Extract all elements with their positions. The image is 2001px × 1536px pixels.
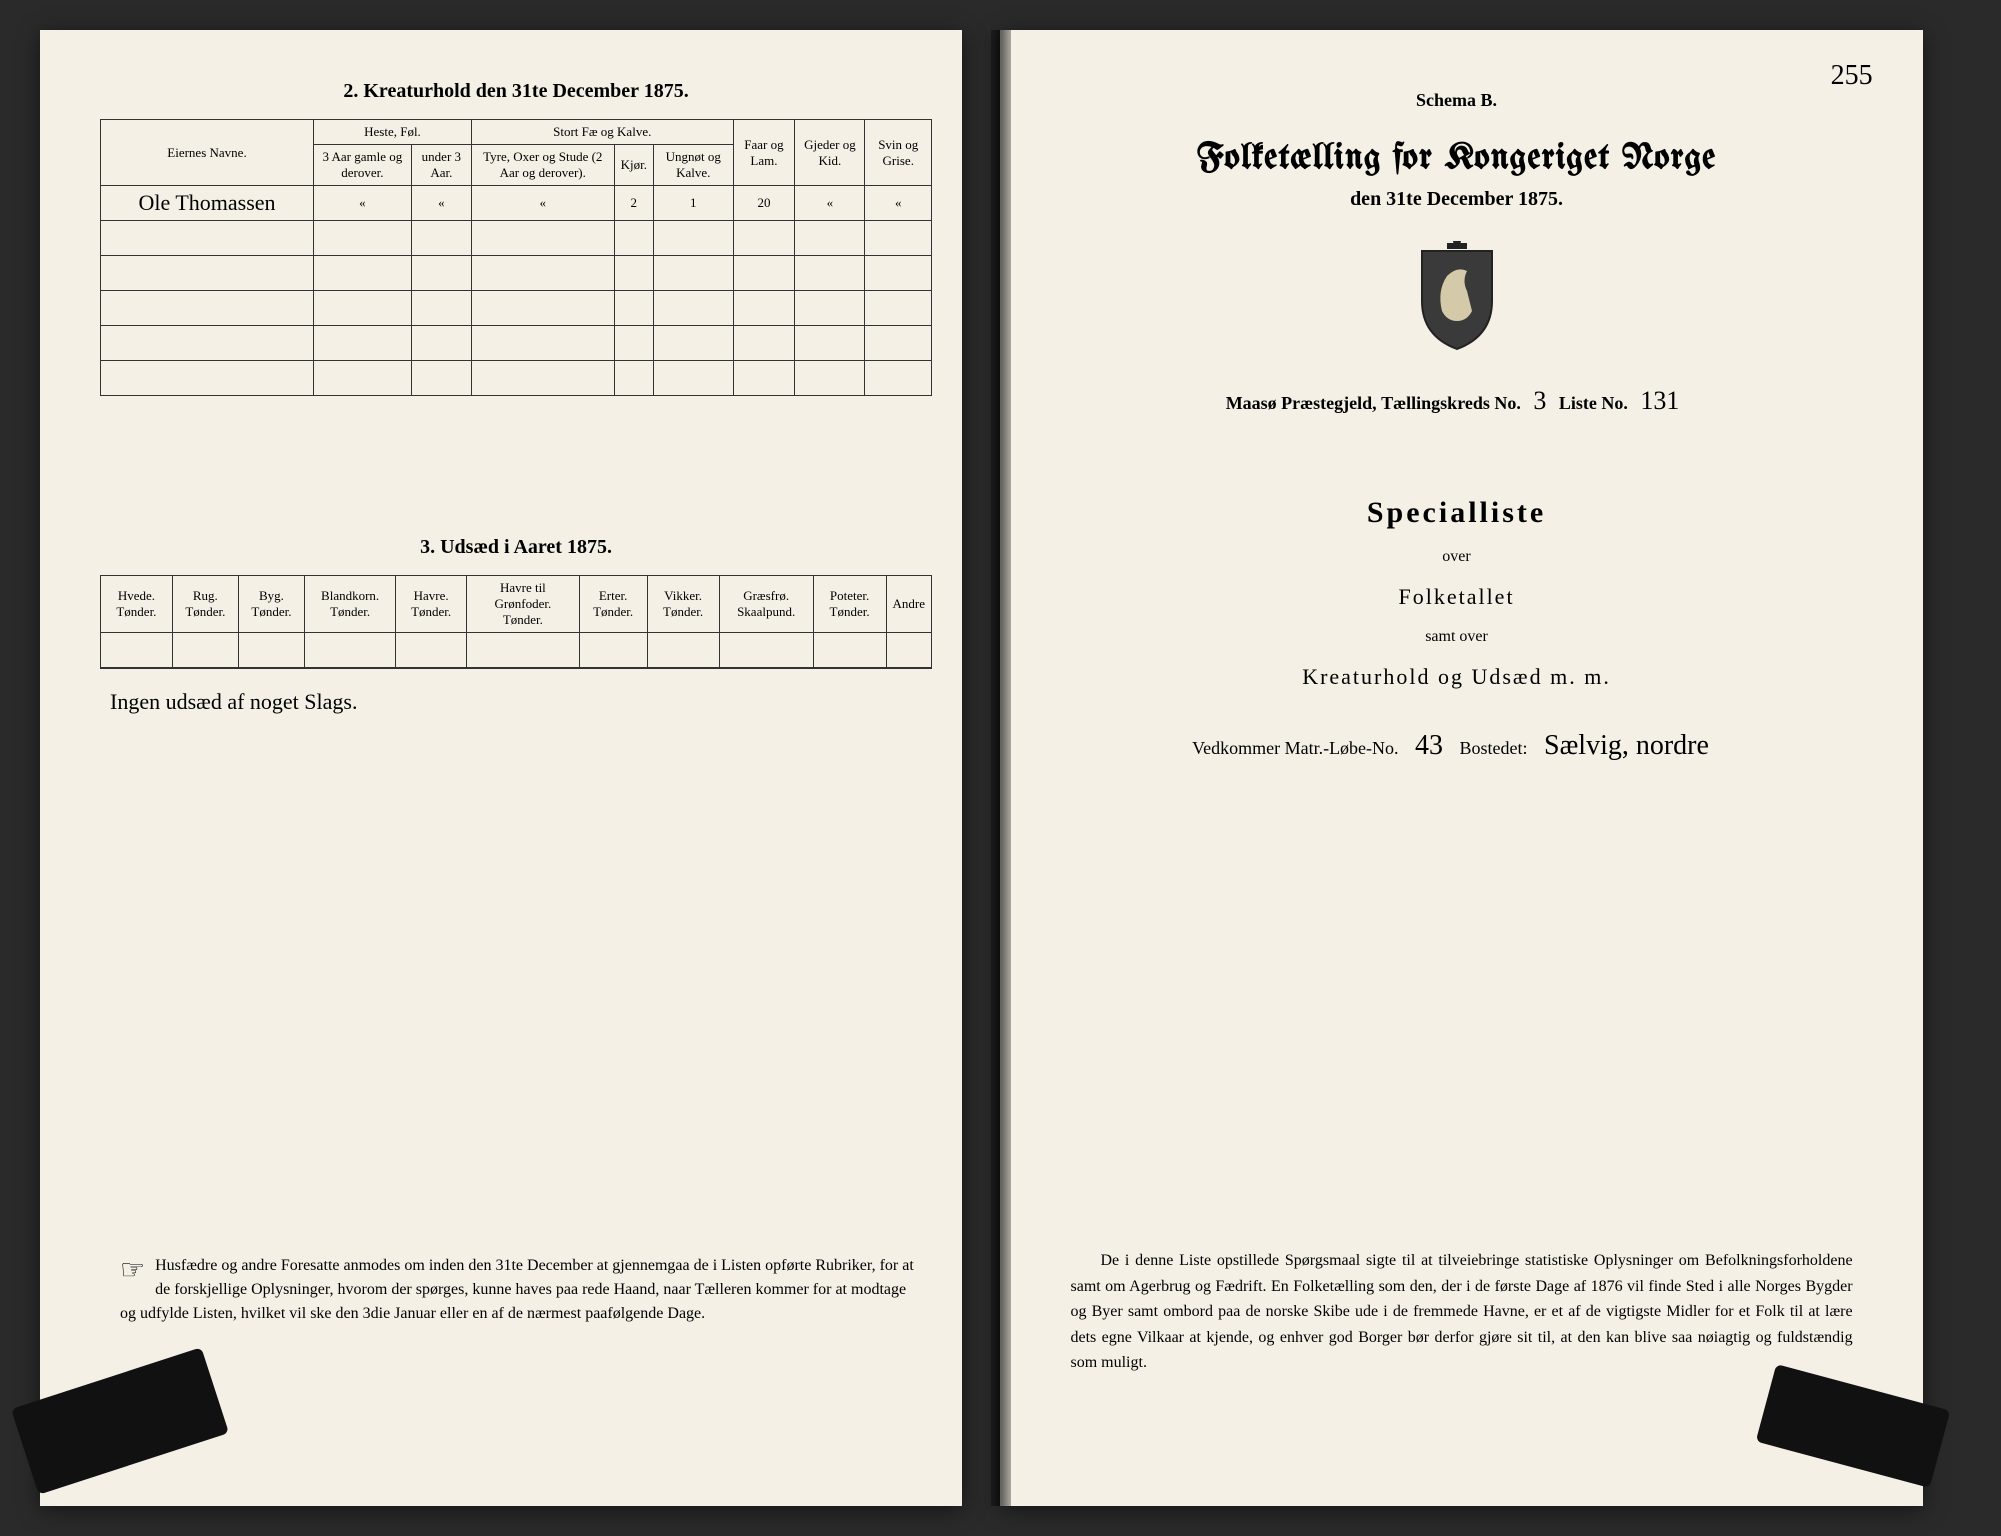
seed-table: Hvede. Tønder. Rug. Tønder. Byg. Tønder.… bbox=[100, 575, 932, 668]
right-footer-text: De i denne Liste opstillede Spørgsmaal s… bbox=[1070, 1248, 1852, 1376]
seed-col: Vikker. Tønder. bbox=[647, 576, 719, 633]
col-pigs: Svin og Grise. bbox=[865, 120, 932, 186]
col-owner: Eiernes Navne. bbox=[101, 120, 314, 186]
left-page: 2. Kreaturhold den 31te December 1875. E… bbox=[40, 30, 962, 1506]
page-clip-left bbox=[11, 1347, 229, 1494]
coat-of-arms-icon bbox=[1040, 241, 1872, 356]
pointing-hand-icon: ☞ bbox=[120, 1250, 145, 1292]
district-no: 3 bbox=[1525, 386, 1554, 415]
cell: « bbox=[865, 186, 932, 221]
subtitle-date: den 31te December 1875. bbox=[1040, 188, 1872, 211]
district-label: Tællingskreds No. bbox=[1381, 393, 1521, 413]
seed-col: Rug. Tønder. bbox=[172, 576, 238, 633]
matr-no: 43 bbox=[1403, 730, 1455, 761]
cell: 2 bbox=[614, 186, 653, 221]
samtover-label: samt over bbox=[1040, 628, 1872, 646]
seed-col: Erter. Tønder. bbox=[579, 576, 647, 633]
col-horses-over3: 3 Aar gamle og derover. bbox=[314, 145, 412, 186]
cell: « bbox=[314, 186, 412, 221]
col-horses-under3: under 3 Aar. bbox=[411, 145, 471, 186]
table-row-empty bbox=[101, 361, 932, 396]
cell: 1 bbox=[653, 186, 733, 221]
page-number: 255 bbox=[1831, 60, 1873, 92]
list-no: 131 bbox=[1632, 386, 1687, 415]
list-label: Liste No. bbox=[1559, 393, 1628, 413]
table-row: Ole Thomassen « « « 2 1 20 « « bbox=[101, 186, 932, 221]
cell: « bbox=[471, 186, 614, 221]
seed-col: Hvede. Tønder. bbox=[101, 576, 173, 633]
vedkommer-line: Vedkommer Matr.-Løbe-No. 43 Bostedet: Sæ… bbox=[1040, 730, 1872, 762]
schema-label: Schema B. bbox=[1040, 90, 1872, 111]
main-title: Folketælling for Kongeriget Norge bbox=[1040, 141, 1872, 178]
section3-title: 3. Udsæd i Aaret 1875. bbox=[100, 536, 932, 559]
seed-col: Byg. Tønder. bbox=[238, 576, 304, 633]
folketallet-label: Folketallet bbox=[1040, 584, 1872, 610]
seed-col: Poteter. Tønder. bbox=[813, 576, 886, 633]
parish-label: Maasø Præstegjeld, bbox=[1226, 393, 1377, 413]
page-clip-right bbox=[1755, 1364, 1950, 1488]
col-goats: Gjeder og Kid. bbox=[795, 120, 865, 186]
col-group-horses: Heste, Føl. bbox=[314, 120, 472, 145]
table-row-empty bbox=[101, 633, 932, 668]
bostedet-label: Bostedet: bbox=[1460, 738, 1528, 758]
over-label: over bbox=[1040, 548, 1872, 566]
table-row-empty bbox=[101, 291, 932, 326]
section2-title: 2. Kreaturhold den 31te December 1875. bbox=[100, 80, 932, 103]
seed-col: Andre bbox=[886, 576, 932, 633]
vedkommer-label: Vedkommer Matr.-Løbe-No. bbox=[1192, 738, 1398, 758]
seed-col: Blandkorn. Tønder. bbox=[305, 576, 396, 633]
seed-col: Havre til Grønfoder. Tønder. bbox=[467, 576, 580, 633]
cell: « bbox=[411, 186, 471, 221]
cell-owner: Ole Thomassen bbox=[101, 186, 314, 221]
cell: « bbox=[795, 186, 865, 221]
col-cows: Kjør. bbox=[614, 145, 653, 186]
col-bulls: Tyre, Oxer og Stude (2 Aar og derover). bbox=[471, 145, 614, 186]
seed-col: Græsfrø. Skaalpund. bbox=[719, 576, 813, 633]
bostedet-value: Sælvig, nordre bbox=[1532, 730, 1721, 761]
seed-col: Havre. Tønder. bbox=[396, 576, 467, 633]
specialliste-heading: Specialliste bbox=[1040, 496, 1872, 530]
left-footer-text: ☞ Husfædre og andre Foresatte anmodes om… bbox=[120, 1254, 922, 1326]
col-calves: Ungnøt og Kalve. bbox=[653, 145, 733, 186]
left-footer-body: Husfædre og andre Foresatte anmodes om i… bbox=[120, 1257, 914, 1322]
cell: 20 bbox=[733, 186, 795, 221]
col-sheep: Faar og Lam. bbox=[733, 120, 795, 186]
table-row-empty bbox=[101, 256, 932, 291]
right-page: 255 Schema B. Folketælling for Kongerige… bbox=[1000, 30, 1922, 1506]
table-row-empty bbox=[101, 221, 932, 256]
col-group-cattle: Stort Fæ og Kalve. bbox=[471, 120, 733, 145]
kreaturhold-label: Kreaturhold og Udsæd m. m. bbox=[1040, 664, 1872, 690]
seed-note: Ingen udsæd af noget Slags. bbox=[100, 668, 932, 735]
parish-line: Maasø Præstegjeld, Tællingskreds No. 3 L… bbox=[1040, 386, 1872, 416]
livestock-table: Eiernes Navne. Heste, Føl. Stort Fæ og K… bbox=[100, 119, 932, 396]
table-row-empty bbox=[101, 326, 932, 361]
